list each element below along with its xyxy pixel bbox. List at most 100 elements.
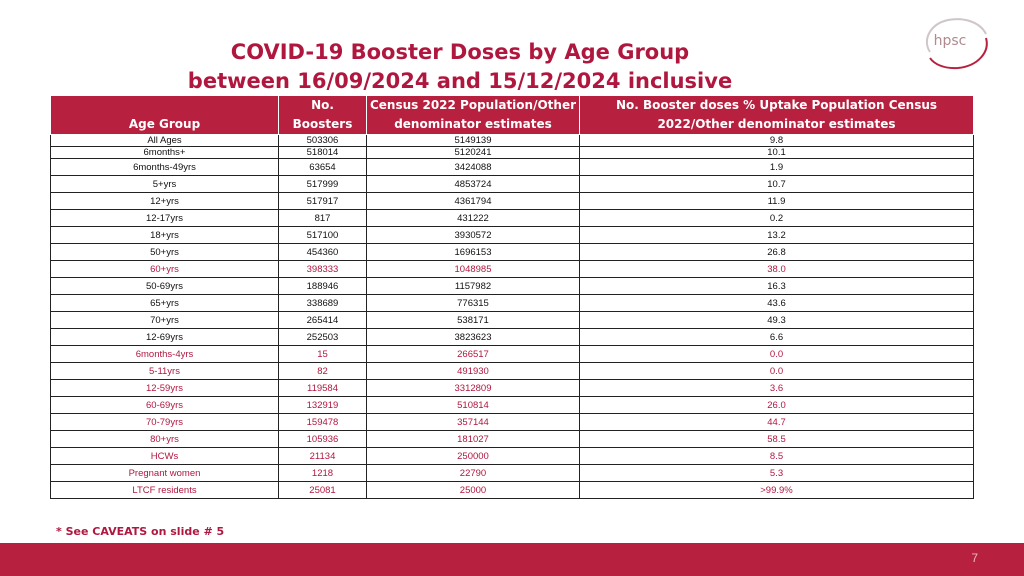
cell-uptake: 11.9 <box>579 192 974 210</box>
cell-boosters: 63654 <box>278 158 367 176</box>
cell-uptake: 49.3 <box>579 311 974 329</box>
cell-uptake: 0.2 <box>579 209 974 227</box>
cell-age-group: 6months-4yrs <box>50 345 279 363</box>
cell-population: 776315 <box>366 294 580 312</box>
cell-uptake: 1.9 <box>579 158 974 176</box>
cell-boosters: 398333 <box>278 260 367 278</box>
cell-population: 25000 <box>366 481 580 499</box>
cell-age-group: 5+yrs <box>50 175 279 193</box>
cell-boosters: 82 <box>278 362 367 380</box>
cell-age-group: 12-69yrs <box>50 328 279 346</box>
cell-uptake: >99.9% <box>579 481 974 499</box>
cell-population: 3424088 <box>366 158 580 176</box>
cell-population: 538171 <box>366 311 580 329</box>
cell-boosters: 1218 <box>278 464 367 482</box>
cell-population: 491930 <box>366 362 580 380</box>
table-row: 70+yrs 265414 538171 49.3 <box>50 311 974 329</box>
cell-age-group: 6months+ <box>50 146 279 159</box>
table-row: 80+yrs 105936 181027 58.5 <box>50 430 974 448</box>
cell-uptake: 58.5 <box>579 430 974 448</box>
cell-boosters: 503306 <box>278 134 367 147</box>
table-row: All Ages 503306 5149139 9.8 <box>50 134 974 147</box>
cell-boosters: 21134 <box>278 447 367 465</box>
cell-age-group: All Ages <box>50 134 279 147</box>
cell-uptake: 10.7 <box>579 175 974 193</box>
table-row: 12-17yrs 817 431222 0.2 <box>50 209 974 227</box>
table-row: 5-11yrs 82 491930 0.0 <box>50 362 974 380</box>
cell-age-group: 80+yrs <box>50 430 279 448</box>
cell-boosters: 105936 <box>278 430 367 448</box>
footer-bar <box>0 543 1024 576</box>
cell-age-group: 12-17yrs <box>50 209 279 227</box>
title-line-1: COVID-19 Booster Doses by Age Group <box>230 40 690 64</box>
cell-boosters: 265414 <box>278 311 367 329</box>
cell-boosters: 517999 <box>278 175 367 193</box>
cell-population: 181027 <box>366 430 580 448</box>
cell-age-group: 65+yrs <box>50 294 279 312</box>
cell-boosters: 159478 <box>278 413 367 431</box>
title-line-2: between 16/09/2024 and 15/12/2024 inclus… <box>187 69 733 93</box>
cell-age-group: 12-59yrs <box>50 379 279 397</box>
cell-uptake: 13.2 <box>579 226 974 244</box>
page-title: COVID-19 Booster Doses by Age Group betw… <box>150 38 770 96</box>
cell-age-group: LTCF residents <box>50 481 279 499</box>
table-row: 18+yrs 517100 3930572 13.2 <box>50 226 974 244</box>
cell-uptake: 5.3 <box>579 464 974 482</box>
cell-population: 266517 <box>366 345 580 363</box>
cell-uptake: 6.6 <box>579 328 974 346</box>
cell-boosters: 252503 <box>278 328 367 346</box>
cell-uptake: 0.0 <box>579 362 974 380</box>
hpsc-logo <box>925 18 988 70</box>
table-row: 60+yrs 398333 1048985 38.0 <box>50 260 974 278</box>
header-no-boosters: No. Boosters <box>278 95 367 135</box>
table-row: 70-79yrs 159478 357144 44.7 <box>50 413 974 431</box>
table-header-row: Age Group No. Boosters Census 2022 Popul… <box>50 95 974 135</box>
table-row: 12+yrs 517917 4361794 11.9 <box>50 192 974 210</box>
cell-population: 4361794 <box>366 192 580 210</box>
cell-boosters: 15 <box>278 345 367 363</box>
table-row: 6months+ 518014 5120241 10.1 <box>50 146 974 159</box>
cell-age-group: 70-79yrs <box>50 413 279 431</box>
cell-population: 1696153 <box>366 243 580 261</box>
table-row: 5+yrs 517999 4853724 10.7 <box>50 175 974 193</box>
header-population: Census 2022 Population/Other denominator… <box>366 95 580 135</box>
cell-uptake: 43.6 <box>579 294 974 312</box>
cell-population: 250000 <box>366 447 580 465</box>
cell-population: 3312809 <box>366 379 580 397</box>
cell-population: 4853724 <box>366 175 580 193</box>
header-age-group: Age Group <box>50 95 279 135</box>
logo-text: hpsc <box>933 33 967 49</box>
cell-uptake: 26.8 <box>579 243 974 261</box>
cell-boosters: 25081 <box>278 481 367 499</box>
cell-population: 3930572 <box>366 226 580 244</box>
cell-age-group: 60+yrs <box>50 260 279 278</box>
caveat-note: * See CAVEATS on slide # 5 <box>56 525 225 538</box>
cell-population: 1157982 <box>366 277 580 295</box>
cell-uptake: 44.7 <box>579 413 974 431</box>
table-row: 6months-4yrs 15 266517 0.0 <box>50 345 974 363</box>
cell-population: 431222 <box>366 209 580 227</box>
cell-boosters: 188946 <box>278 277 367 295</box>
cell-population: 5149139 <box>366 134 580 147</box>
cell-uptake: 8.5 <box>579 447 974 465</box>
cell-age-group: 60-69yrs <box>50 396 279 414</box>
cell-age-group: 50-69yrs <box>50 277 279 295</box>
cell-population: 510814 <box>366 396 580 414</box>
table-row: LTCF residents 25081 25000 >99.9% <box>50 481 974 499</box>
cell-age-group: 12+yrs <box>50 192 279 210</box>
cell-age-group: 18+yrs <box>50 226 279 244</box>
cell-population: 22790 <box>366 464 580 482</box>
cell-population: 357144 <box>366 413 580 431</box>
cell-age-group: HCWs <box>50 447 279 465</box>
cell-boosters: 517917 <box>278 192 367 210</box>
table-row: 50+yrs 454360 1696153 26.8 <box>50 243 974 261</box>
cell-boosters: 119584 <box>278 379 367 397</box>
cell-population: 5120241 <box>366 146 580 159</box>
cell-uptake: 0.0 <box>579 345 974 363</box>
table-row: 60-69yrs 132919 510814 26.0 <box>50 396 974 414</box>
cell-boosters: 517100 <box>278 226 367 244</box>
cell-age-group: 70+yrs <box>50 311 279 329</box>
table-row: Pregnant women 1218 22790 5.3 <box>50 464 974 482</box>
cell-boosters: 454360 <box>278 243 367 261</box>
cell-uptake: 9.8 <box>579 134 974 147</box>
